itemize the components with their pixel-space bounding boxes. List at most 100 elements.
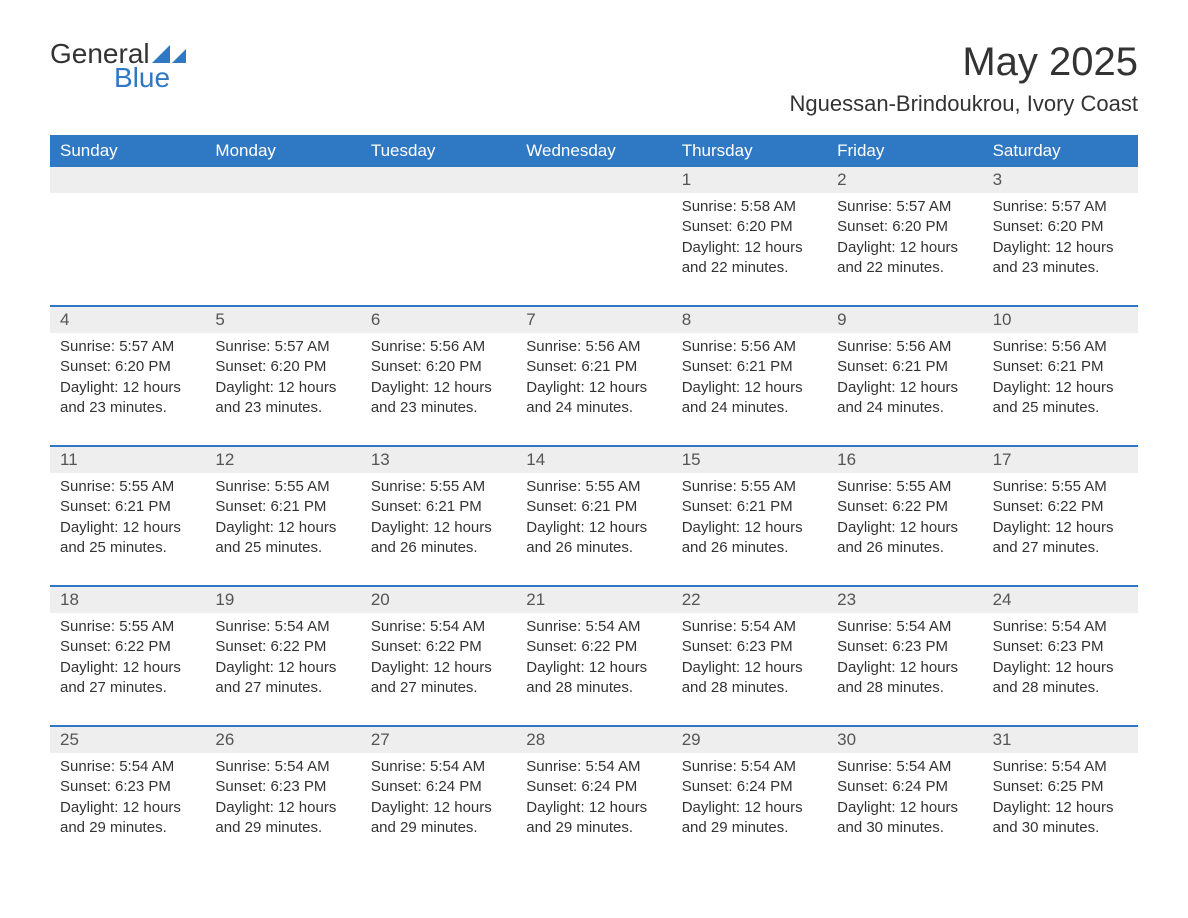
daylight-line: Daylight: 12 hours and 29 minutes. [371,798,506,839]
sunset-line: Sunset: 6:24 PM [526,777,661,797]
day-number [516,167,671,193]
daylight-line: Daylight: 12 hours and 22 minutes. [682,238,817,279]
day-number: 6 [361,307,516,333]
sunrise-label: Sunrise: [526,618,581,635]
sunset-value: 6:21 PM [892,358,948,375]
daylight-line: Daylight: 12 hours and 28 minutes. [837,658,972,699]
sunrise-label: Sunrise: [215,338,270,355]
sunrise-label: Sunrise: [837,618,892,635]
day-details: Sunrise: 5:57 AMSunset: 6:20 PMDaylight:… [837,197,972,278]
sunset-value: 6:24 PM [737,778,793,795]
sunrise-label: Sunrise: [215,478,270,495]
daylight-line: Daylight: 12 hours and 27 minutes. [993,518,1128,559]
sunset-label: Sunset: [526,778,577,795]
sunrise-line: Sunrise: 5:56 AM [837,337,972,357]
day-number: 31 [983,727,1138,753]
sunrise-label: Sunrise: [215,758,270,775]
sunset-line: Sunset: 6:23 PM [60,777,195,797]
day-details: Sunrise: 5:55 AMSunset: 6:21 PMDaylight:… [371,477,506,558]
sunrise-line: Sunrise: 5:54 AM [60,757,195,777]
weekday-header-cell: Monday [205,135,360,167]
title-block: May 2025 Nguessan-Brindoukrou, Ivory Coa… [790,40,1139,117]
day-number: 17 [983,447,1138,473]
sunset-label: Sunset: [60,778,111,795]
day-number: 24 [983,587,1138,613]
sunrise-line: Sunrise: 5:56 AM [993,337,1128,357]
sunset-value: 6:21 PM [737,498,793,515]
daylight-label: Daylight: [993,239,1051,256]
sunset-line: Sunset: 6:25 PM [993,777,1128,797]
day-number: 13 [361,447,516,473]
sunset-label: Sunset: [837,778,888,795]
calendar-day-cell: 10Sunrise: 5:56 AMSunset: 6:21 PMDayligh… [983,307,1138,427]
day-details: Sunrise: 5:55 AMSunset: 6:21 PMDaylight:… [215,477,350,558]
sunrise-label: Sunrise: [60,618,115,635]
daylight-line: Daylight: 12 hours and 23 minutes. [215,378,350,419]
sunrise-label: Sunrise: [837,338,892,355]
calendar-day-cell: 29Sunrise: 5:54 AMSunset: 6:24 PMDayligh… [672,727,827,847]
sunrise-line: Sunrise: 5:55 AM [371,477,506,497]
sunset-value: 6:21 PM [581,358,637,375]
day-details: Sunrise: 5:55 AMSunset: 6:22 PMDaylight:… [837,477,972,558]
sunset-line: Sunset: 6:20 PM [60,357,195,377]
day-number: 19 [205,587,360,613]
calendar-empty-cell [205,167,360,287]
day-number: 12 [205,447,360,473]
calendar-day-cell: 9Sunrise: 5:56 AMSunset: 6:21 PMDaylight… [827,307,982,427]
sunset-label: Sunset: [682,218,733,235]
sunset-label: Sunset: [526,498,577,515]
sunrise-label: Sunrise: [60,338,115,355]
calendar-day-cell: 8Sunrise: 5:56 AMSunset: 6:21 PMDaylight… [672,307,827,427]
sunset-value: 6:23 PM [737,638,793,655]
calendar-day-cell: 1Sunrise: 5:58 AMSunset: 6:20 PMDaylight… [672,167,827,287]
sunset-value: 6:20 PM [892,218,948,235]
day-details: Sunrise: 5:55 AMSunset: 6:21 PMDaylight:… [60,477,195,558]
day-number: 14 [516,447,671,473]
day-number [205,167,360,193]
calendar-day-cell: 24 Sunrise: 5:54 AMSunset: 6:23 PMDayligh… [983,587,1138,707]
logo-text-blue: Blue [114,64,186,92]
sunset-label: Sunset: [371,778,422,795]
sunrise-value: 5:54 AM [585,758,640,775]
day-number: 30 [827,727,982,753]
calendar-day-cell: 21Sunrise: 5:54 AMSunset: 6:22 PMDayligh… [516,587,671,707]
sunrise-value: 5:54 AM [1052,618,1107,635]
day-number: 9 [827,307,982,333]
day-number: 18 [50,587,205,613]
sunrise-line: Sunrise: 5:54 AM [682,757,817,777]
daylight-line: Daylight: 12 hours and 24 minutes. [837,378,972,419]
sunrise-value: 5:54 AM [896,758,951,775]
daylight-label: Daylight: [60,519,118,536]
day-number: 11 [50,447,205,473]
sunrise-line: Sunrise: 5:58 AM [682,197,817,217]
daylight-line: Daylight: 12 hours and 26 minutes. [371,518,506,559]
day-details: Sunrise: 5:56 AMSunset: 6:21 PMDaylight:… [526,337,661,418]
daylight-label: Daylight: [682,659,740,676]
daylight-label: Daylight: [682,519,740,536]
sunset-line: Sunset: 6:21 PM [371,497,506,517]
sunset-value: 6:20 PM [1048,218,1104,235]
daylight-line: Daylight: 12 hours and 27 minutes. [215,658,350,699]
daylight-label: Daylight: [371,799,429,816]
sunset-label: Sunset: [215,358,266,375]
sunrise-line: Sunrise: 5:57 AM [993,197,1128,217]
daylight-label: Daylight: [682,239,740,256]
sunset-value: 6:20 PM [426,358,482,375]
daylight-label: Daylight: [682,799,740,816]
sunset-label: Sunset: [371,358,422,375]
daylight-label: Daylight: [526,799,584,816]
calendar-empty-cell [50,167,205,287]
sunrise-value: 5:54 AM [275,618,330,635]
daylight-label: Daylight: [837,379,895,396]
daylight-line: Daylight: 12 hours and 26 minutes. [526,518,661,559]
daylight-line: Daylight: 12 hours and 25 minutes. [215,518,350,559]
sunrise-line: Sunrise: 5:54 AM [526,757,661,777]
weekday-header-cell: Saturday [983,135,1138,167]
sunset-line: Sunset: 6:22 PM [60,637,195,657]
sunset-value: 6:21 PM [270,498,326,515]
sunrise-line: Sunrise: 5:54 AM [837,757,972,777]
daylight-label: Daylight: [215,659,273,676]
calendar-day-cell: 3Sunrise: 5:57 AMSunset: 6:20 PMDaylight… [983,167,1138,287]
day-details: Sunrise: 5:55 AMSunset: 6:21 PMDaylight:… [526,477,661,558]
day-details: Sunrise: 5:54 AMSunset: 6:23 PMDaylight:… [993,617,1128,698]
